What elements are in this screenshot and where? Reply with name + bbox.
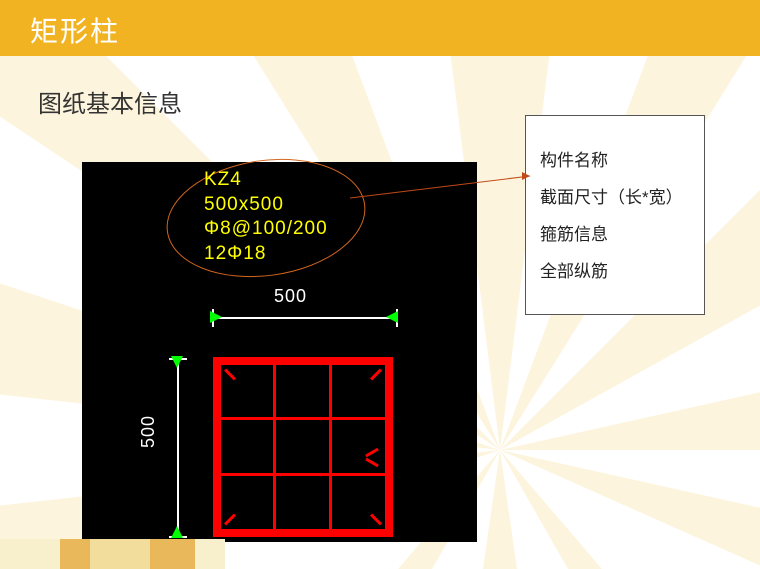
footer-block <box>60 539 90 569</box>
hook-icon <box>224 368 236 380</box>
info-row: 全部纵筋 <box>540 257 690 282</box>
cad-label-block: KZ4 500x500 Φ8@100/200 12Φ18 <box>204 168 328 267</box>
info-row: 截面尺寸（长*宽） <box>540 183 690 208</box>
dimension-vertical-value: 500 <box>138 415 159 448</box>
footer-decoration <box>0 539 760 569</box>
dimension-arrow-icon <box>210 311 222 323</box>
dimension-horizontal-value: 500 <box>274 286 307 307</box>
stirrup-line <box>221 417 385 420</box>
dimension-arrow-icon <box>171 356 183 368</box>
slide-title: 矩形柱 <box>30 16 120 47</box>
slide-title-bar: 矩形柱 <box>0 0 760 56</box>
slide-subtitle: 图纸基本信息 <box>38 84 760 119</box>
column-cross-section <box>213 357 393 537</box>
hook-icon <box>370 368 382 380</box>
cad-drawing-panel: KZ4 500x500 Φ8@100/200 12Φ18 500 500 <box>82 162 477 542</box>
stirrup-line <box>273 365 276 529</box>
dimension-vertical-line <box>177 358 179 538</box>
dimension-horizontal-line <box>212 317 398 319</box>
cad-label-line: KZ4 <box>204 168 328 193</box>
hook-icon <box>365 448 379 458</box>
cad-label-line: 12Φ18 <box>204 242 328 267</box>
footer-block <box>0 539 60 569</box>
annotation-info-box: 构件名称 截面尺寸（长*宽） 箍筋信息 全部纵筋 <box>525 115 705 315</box>
leader-line <box>350 170 540 210</box>
hook-icon <box>370 513 382 525</box>
info-row: 箍筋信息 <box>540 220 690 245</box>
hook-icon <box>224 513 236 525</box>
dimension-arrow-icon <box>386 311 398 323</box>
footer-block <box>195 539 225 569</box>
cad-label-line: Φ8@100/200 <box>204 217 328 242</box>
cad-label-line: 500x500 <box>204 193 328 218</box>
footer-block <box>150 539 195 569</box>
info-row: 构件名称 <box>540 146 690 171</box>
stirrup-line <box>221 473 385 476</box>
stirrup-line <box>329 365 332 529</box>
hook-icon <box>365 458 379 468</box>
footer-block <box>90 539 150 569</box>
dimension-arrow-icon <box>171 526 183 538</box>
